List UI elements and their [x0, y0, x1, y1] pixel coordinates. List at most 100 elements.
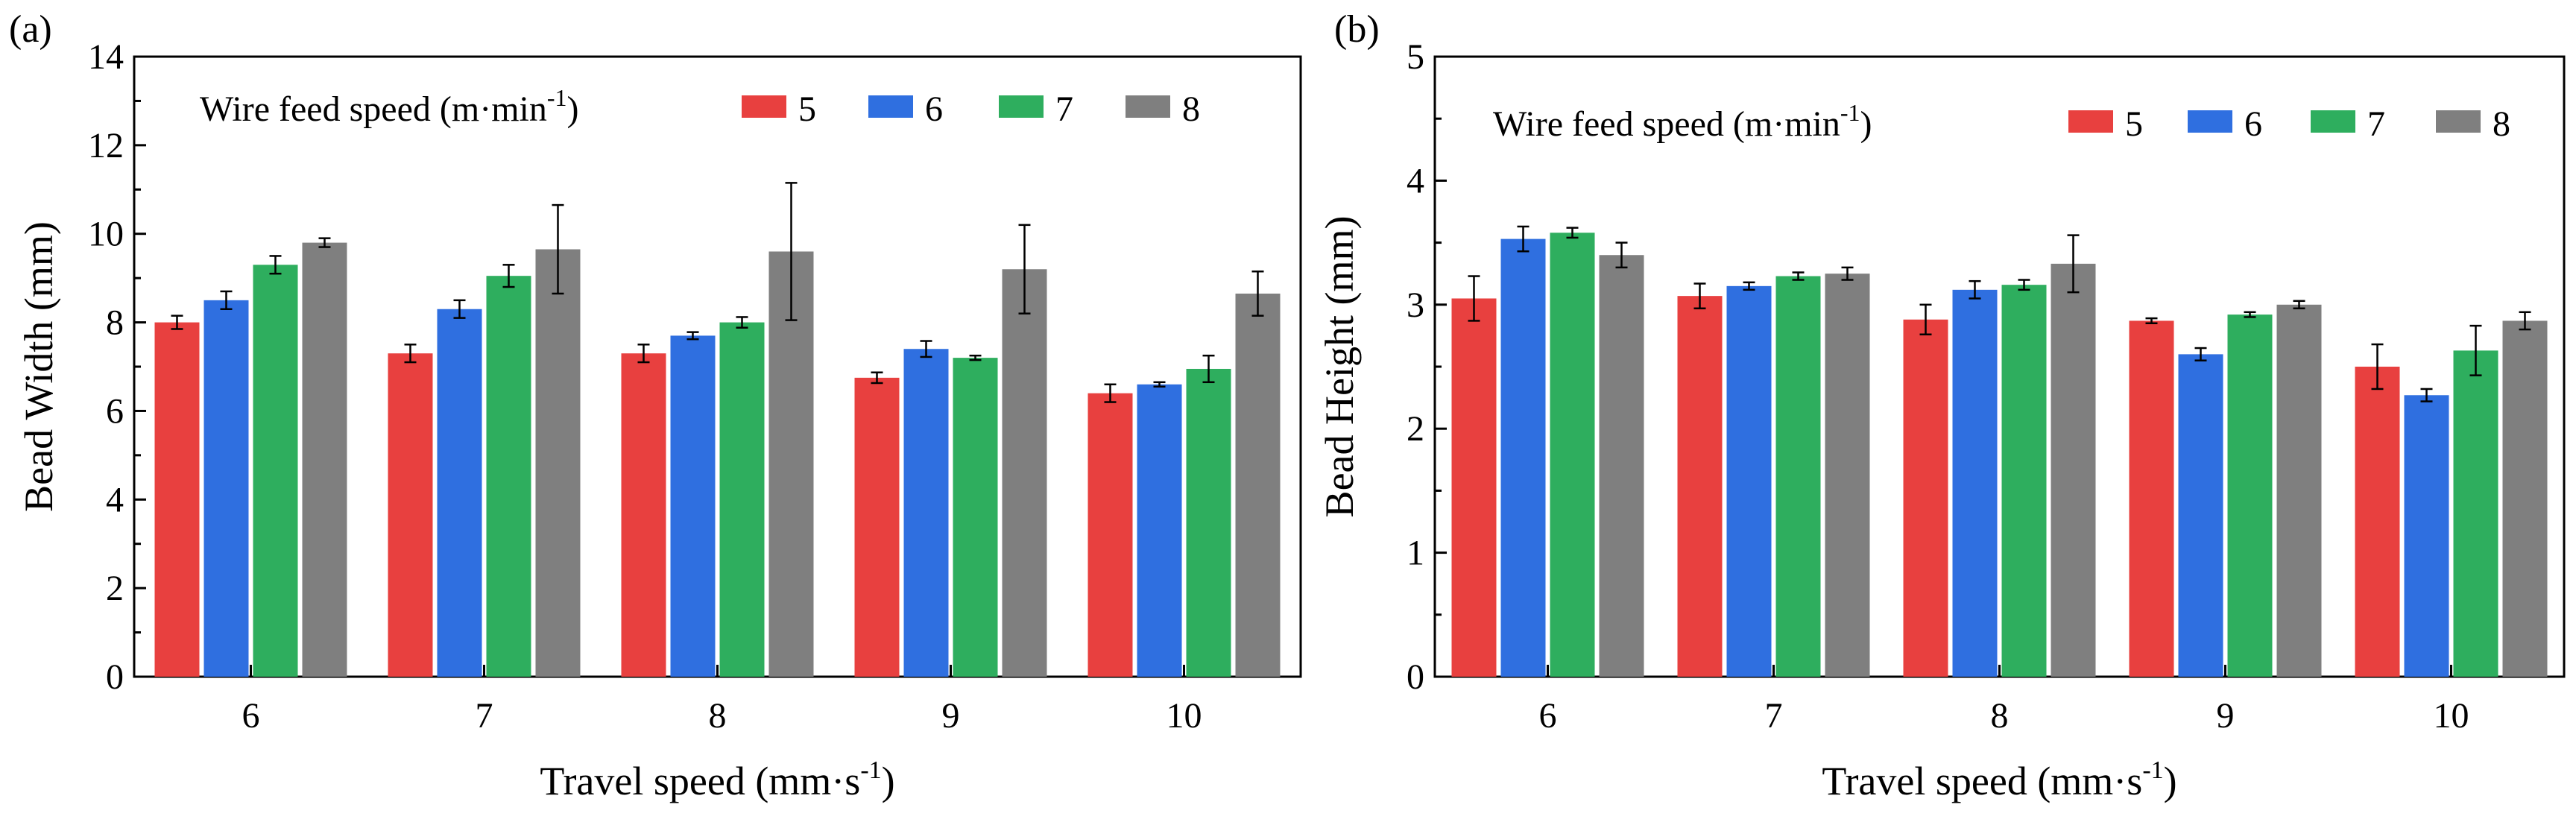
panel-label: (b): [1334, 8, 1380, 51]
bar-series-5-cat-8: [621, 353, 666, 677]
x-tick-label: 6: [242, 696, 260, 736]
bar-series-7-cat-9: [2227, 314, 2273, 677]
x-axis-title-sup: -1: [860, 756, 881, 784]
legend-swatch-6: [868, 95, 913, 118]
y-tick-label: 14: [88, 37, 124, 77]
chart-panel-1: (b) 0 1 2 3 4 5 Bead Height (mm) 6 7 8 9 10 Travel sp…: [1317, 8, 2566, 803]
x-tick-label: 10: [1167, 696, 1202, 736]
x-axis-title-end: ): [2164, 759, 2177, 803]
panel-label: (a): [9, 8, 52, 51]
legend-label-5: 5: [798, 89, 816, 129]
legend-label-6: 6: [925, 89, 943, 129]
bar-series-6-cat-10: [2404, 395, 2449, 677]
legend-title-sup: -1: [547, 84, 567, 111]
bar-series-5-cat-8: [1903, 319, 1948, 677]
legend-title: Wire feed speed (m·min-1): [200, 84, 579, 129]
bar-series-6-cat-7: [1726, 285, 1772, 677]
bar-series-5-cat-10: [1087, 393, 1133, 677]
y-tick-label: 10: [88, 215, 124, 254]
legend-label-5: 5: [2125, 104, 2143, 144]
legend-label-7: 7: [1055, 89, 1073, 129]
x-axis-title-main: Travel speed (mm·s: [1822, 759, 2142, 803]
legend-swatch-8: [2436, 110, 2481, 133]
bar-series-7-cat-9: [953, 358, 998, 677]
x-tick-label: 9: [942, 696, 960, 736]
y-tick-label: 5: [1407, 37, 1424, 77]
y-axis-title: Bead Width (mm): [16, 221, 61, 512]
bar-series-5-cat-10: [2355, 367, 2400, 677]
bar-series-5-cat-7: [1677, 296, 1723, 677]
bar-series-8-cat-7: [1825, 274, 1870, 677]
y-tick-label: 0: [106, 657, 124, 697]
y-tick-label: 6: [106, 391, 124, 431]
y-tick-label: 12: [88, 126, 124, 165]
y-tick-label: 2: [106, 569, 124, 608]
bar-series-8-cat-8: [2051, 263, 2096, 677]
bar-series-5-cat-9: [2129, 320, 2174, 677]
legend-label-7: 7: [2367, 104, 2385, 144]
y-tick-label: 8: [106, 303, 124, 343]
x-axis-title: Travel speed (mm·s-1): [1822, 756, 2176, 803]
legend-label-6: 6: [2244, 104, 2262, 144]
bar-series-6-cat-9: [2178, 354, 2223, 677]
bar-series-8-cat-7: [535, 249, 581, 677]
bar-series-7-cat-8: [2001, 285, 2047, 677]
bar-series-7-cat-10: [1186, 368, 1231, 677]
legend-swatch-7: [999, 95, 1044, 118]
bar-series-7-cat-10: [2453, 350, 2498, 677]
x-axis-title-end: ): [882, 759, 895, 803]
bar-series-8-cat-8: [768, 251, 814, 677]
legend-swatch-8: [1126, 95, 1170, 118]
x-tick-label: 8: [1991, 696, 2009, 736]
bar-series-6-cat-9: [903, 349, 949, 677]
legend-title-end: ): [567, 89, 579, 129]
bar-series-7-cat-6: [1550, 233, 1595, 677]
bar-series-8-cat-6: [1599, 255, 1644, 677]
bar-series-5-cat-9: [854, 377, 900, 677]
legend-swatch-7: [2311, 110, 2355, 133]
legend-title: Wire feed speed (m·min-1): [1493, 99, 1872, 144]
legend-label-8: 8: [2493, 104, 2510, 144]
bar-series-6-cat-10: [1137, 384, 1182, 677]
bar-series-7-cat-7: [486, 276, 531, 677]
bar-series-8-cat-9: [2276, 304, 2322, 677]
y-tick-label: 4: [1407, 161, 1424, 200]
x-tick-label: 8: [709, 696, 727, 736]
bar-series-6-cat-7: [437, 309, 482, 677]
bar-series-6-cat-6: [1500, 238, 1546, 677]
y-axis-title: Bead Height (mm): [1317, 216, 1362, 518]
bar-series-8-cat-10: [1235, 293, 1281, 677]
x-axis-title-sup: -1: [2142, 756, 2163, 784]
legend-swatch-5: [2068, 110, 2113, 133]
bar-series-5-cat-7: [388, 353, 433, 677]
bar-series-6-cat-8: [1952, 289, 1998, 677]
legend-swatch-6: [2188, 110, 2232, 133]
bar-series-7-cat-7: [1775, 276, 1821, 677]
legend-label-8: 8: [1182, 89, 1200, 129]
bar-series-5-cat-6: [1451, 298, 1497, 677]
x-tick-label: 7: [1765, 696, 1783, 736]
bar-series-8-cat-6: [302, 242, 347, 677]
x-tick-label: 10: [2434, 696, 2469, 736]
y-tick-label: 3: [1407, 285, 1424, 325]
legend-title-end: ): [1860, 104, 1872, 144]
legend-title-sup: -1: [1840, 99, 1860, 126]
x-tick-label: 9: [2217, 696, 2235, 736]
bar-series-8-cat-10: [2502, 320, 2548, 677]
legend-swatch-5: [742, 95, 786, 118]
x-axis-title-main: Travel speed (mm·s: [540, 759, 860, 803]
x-axis-title: Travel speed (mm·s-1): [540, 756, 894, 803]
bar-series-6-cat-8: [670, 335, 716, 677]
x-tick-label: 7: [476, 696, 493, 736]
bar-series-8-cat-9: [1002, 269, 1047, 677]
bar-series-7-cat-6: [253, 265, 298, 677]
chart-panel-0: (a) 0 2 4 6 8 10 12 14 Bead Width (mm) 6 7 8 9 10 Trave…: [9, 8, 1302, 803]
y-tick-label: 4: [106, 480, 124, 519]
legend-title-main: Wire feed speed (m·min: [200, 89, 547, 129]
x-tick-label: 6: [1539, 696, 1557, 736]
bar-series-6-cat-6: [203, 300, 249, 677]
y-tick-label: 1: [1407, 534, 1424, 573]
y-tick-label: 0: [1407, 657, 1424, 697]
bar-series-7-cat-8: [719, 322, 765, 677]
